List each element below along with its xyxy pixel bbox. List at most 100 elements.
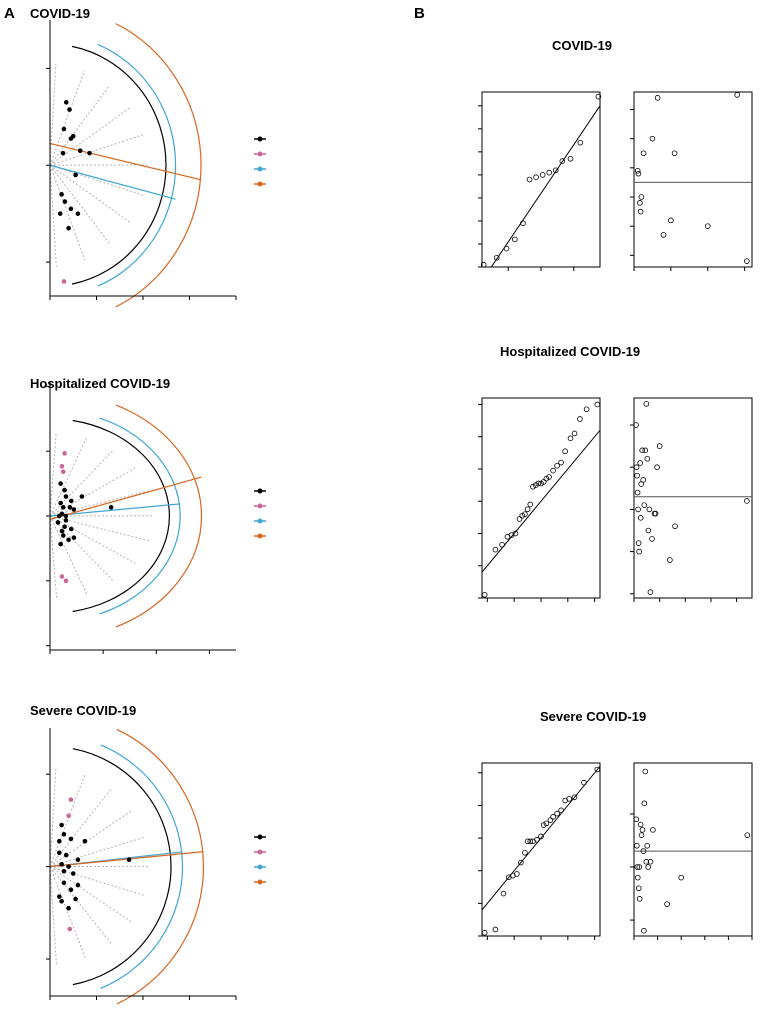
data-point — [480, 261, 487, 268]
variant-point — [63, 513, 69, 519]
variant-point — [58, 500, 63, 506]
plot-frame — [481, 91, 601, 268]
variant-point — [66, 225, 71, 231]
data-point — [671, 150, 678, 157]
data-point — [522, 849, 528, 856]
plot-frame — [481, 397, 601, 599]
radial-title-severe: Severe COVID-19 — [30, 703, 136, 718]
guide-line — [49, 69, 86, 166]
variant-point — [60, 505, 66, 510]
qq-title-covid: COVID-19 — [552, 38, 612, 53]
variant-point — [63, 852, 69, 858]
variant-point — [59, 898, 64, 904]
plot-frame — [633, 397, 753, 599]
data-point — [667, 557, 673, 563]
data-point — [552, 167, 559, 174]
data-point — [650, 827, 656, 833]
data-point — [562, 448, 568, 455]
qq-reference-line — [482, 429, 600, 573]
data-point — [547, 817, 554, 823]
guide-line — [49, 515, 115, 583]
data-point — [645, 527, 652, 534]
data-point — [499, 541, 505, 548]
data-point — [577, 416, 583, 422]
data-point — [637, 821, 644, 828]
outlier-point — [67, 926, 73, 932]
variant-point — [57, 894, 62, 899]
data-point — [660, 232, 667, 238]
legend-swatch-dot — [257, 864, 263, 870]
data-point — [637, 208, 644, 215]
data-point — [538, 833, 544, 840]
radial-title-covid: COVID-19 — [30, 6, 90, 21]
variant-point — [63, 494, 69, 499]
data-point — [637, 460, 643, 466]
qq-title-severe: Severe COVID-19 — [540, 709, 646, 724]
data-point — [656, 443, 663, 449]
data-point — [594, 766, 601, 773]
data-point — [654, 95, 661, 101]
legend-swatch-dot — [257, 166, 263, 172]
data-point — [640, 477, 647, 483]
ivw-arc — [97, 43, 177, 287]
variant-point — [62, 524, 67, 530]
data-point — [492, 926, 499, 933]
guide-line — [49, 164, 144, 196]
data-point — [642, 447, 649, 454]
qq-plot-covid-qq — [478, 91, 602, 271]
data-point — [639, 827, 646, 833]
variant-point — [77, 148, 83, 154]
variant-point — [58, 481, 63, 486]
variant-point — [75, 882, 81, 888]
variant-point — [68, 206, 74, 212]
radial-plot-covid — [46, 20, 266, 308]
guide-line — [49, 164, 131, 224]
variant-point — [66, 864, 71, 869]
variant-point — [68, 836, 74, 842]
legend-swatch-dot — [257, 518, 263, 524]
qq-plot-hosp-qq — [478, 397, 601, 602]
data-point — [481, 591, 488, 598]
variant-point — [59, 528, 65, 534]
plot-frame — [633, 91, 753, 268]
data-point — [546, 474, 552, 480]
data-point — [635, 885, 642, 892]
data-point — [546, 169, 552, 176]
ivw-arc — [99, 417, 181, 615]
legend-swatch-dot — [257, 503, 263, 509]
data-point — [500, 890, 507, 897]
variant-point — [68, 526, 74, 532]
data-point — [522, 511, 528, 517]
outlier-point — [61, 279, 67, 284]
data-point — [512, 530, 519, 537]
variant-point — [67, 505, 73, 510]
variant-point — [57, 850, 62, 856]
data-point — [492, 546, 499, 553]
black-arc — [72, 748, 172, 986]
variant-point — [73, 172, 78, 178]
variant-point — [79, 494, 85, 499]
variant-point — [75, 857, 81, 862]
variant-point — [61, 880, 67, 886]
legend-swatch-dot — [257, 136, 263, 142]
variant-point — [71, 507, 77, 512]
data-point — [649, 536, 655, 542]
data-point — [594, 401, 601, 408]
data-point — [647, 858, 654, 865]
guide-line — [49, 866, 113, 945]
legend-swatch-dot — [257, 879, 263, 885]
guide-line — [49, 866, 58, 966]
qq-plot-severe-qq — [478, 762, 601, 940]
radial-plot-severe — [46, 728, 266, 1005]
data-point — [704, 223, 711, 229]
data-point — [641, 502, 648, 508]
data-point — [647, 589, 654, 595]
loo-plot-severe-loo — [630, 762, 753, 940]
guide-line — [49, 436, 88, 517]
variant-point — [67, 107, 72, 112]
variant-point — [87, 150, 92, 156]
data-point — [634, 864, 641, 870]
variant-point — [59, 192, 64, 197]
egger-line — [49, 476, 202, 520]
data-point — [637, 515, 644, 521]
